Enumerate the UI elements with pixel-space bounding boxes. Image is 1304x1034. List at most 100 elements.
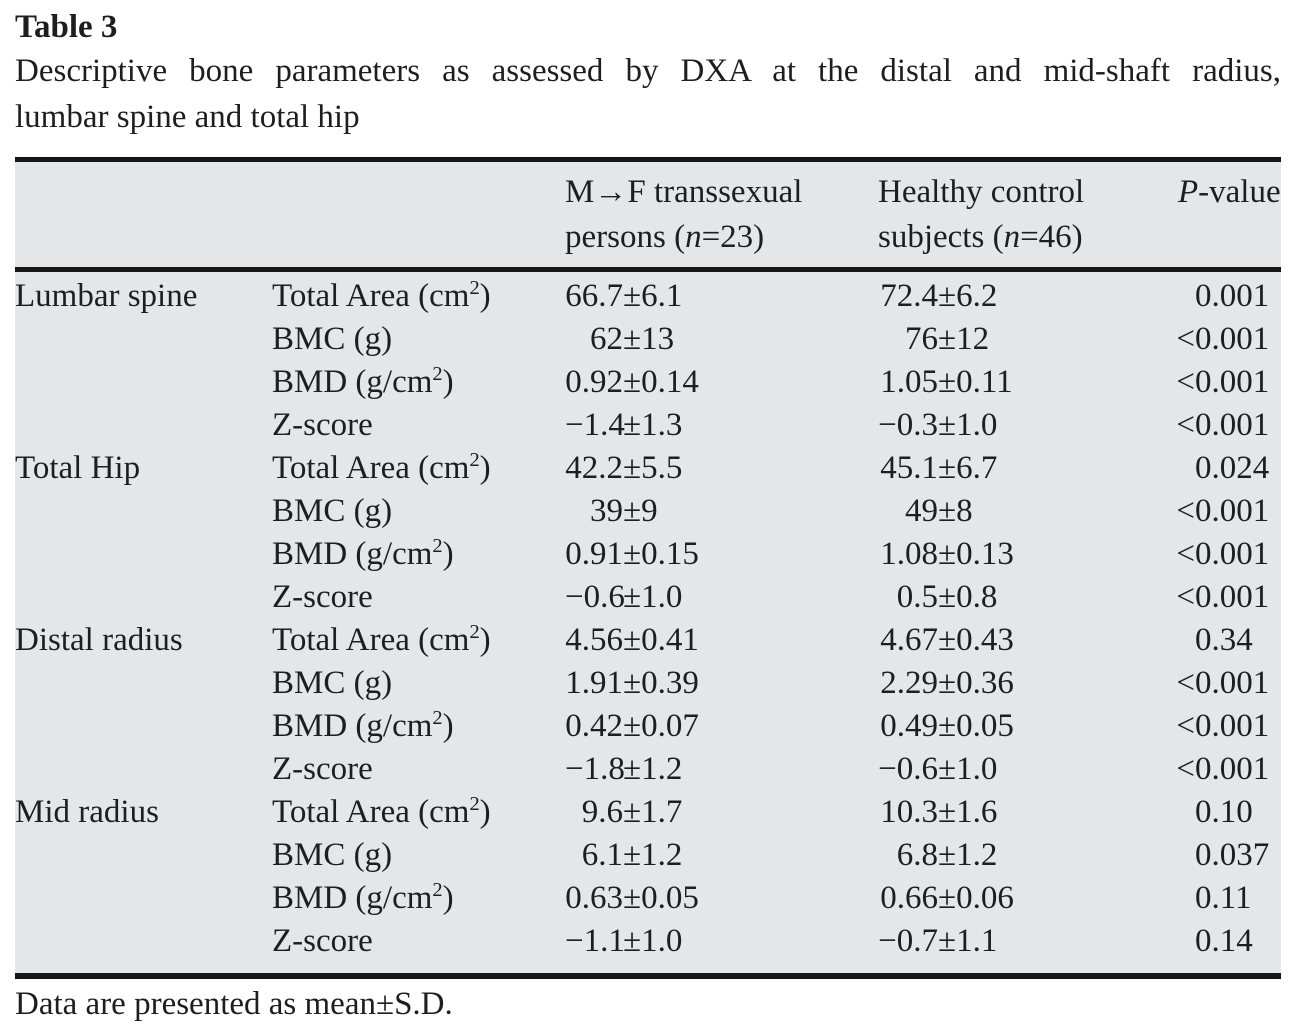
row-region-label xyxy=(15,662,272,705)
header-mtf-line1: M→F transsexual xyxy=(565,174,803,210)
mtf-value-cell: −1.1±1.0 xyxy=(565,923,683,959)
control-value-cell: 1.05±0.11 xyxy=(880,364,1013,400)
less-than-sign: < xyxy=(1176,321,1195,357)
row-parameter-label: Z-score xyxy=(272,407,373,443)
plus-minus-sign: ± xyxy=(623,321,642,357)
row-region-label xyxy=(15,404,272,447)
row-parameter-label: BMC (g) xyxy=(272,665,393,701)
plus-minus-sign: ± xyxy=(938,364,957,400)
control-value-cell: 6.8±1.2 xyxy=(896,837,998,873)
mtf-value-cell: 9.6±1.7 xyxy=(581,794,683,830)
row-parameter-label: BMD (g/cm2) xyxy=(272,363,454,400)
pvalue-cell: <0.001 xyxy=(1170,404,1281,447)
mtf-value-cell: 66.7±6.1 xyxy=(565,278,683,314)
table-header: M→F transsexual persons (n=23) Healthy c… xyxy=(15,162,1281,267)
superscript-2: 2 xyxy=(432,707,443,729)
plus-minus-sign: ± xyxy=(623,407,642,443)
pvalue-cell: 0.14 xyxy=(1195,923,1253,959)
plus-minus-sign: ± xyxy=(938,622,957,658)
table-row: Z-score −1.8±1.2 −0.6±1.0 <0.001 xyxy=(15,748,1281,791)
plus-minus-sign: ± xyxy=(623,880,642,916)
mtf-value-cell: 0.91±0.15 xyxy=(565,536,699,572)
pvalue-cell: 0.11 xyxy=(1195,880,1252,916)
mtf-value-cell: 42.2±5.5 xyxy=(565,450,683,486)
mtf-value-cell: 0.42±0.07 xyxy=(565,708,699,744)
superscript-2: 2 xyxy=(469,621,480,643)
table-row: Z-score −1.1±1.0 −0.7±1.1 0.14 xyxy=(15,920,1281,963)
pvalue-cell: <0.001 xyxy=(1170,705,1281,748)
table-body: Lumbar spine Total Area (cm2) 66.7±6.1 7… xyxy=(15,272,1281,973)
less-than-sign: < xyxy=(1176,364,1195,400)
row-region-label xyxy=(15,748,272,791)
plus-minus-sign: ± xyxy=(623,923,642,959)
mtf-value-cell: 0.92±0.14 xyxy=(565,364,699,400)
row-region-label: Distal radius xyxy=(15,622,183,658)
superscript-2: 2 xyxy=(469,449,480,471)
mtf-value-cell: −1.8±1.2 xyxy=(565,751,683,787)
pvalue-cell: <0.001 xyxy=(1170,576,1281,619)
plus-minus-sign: ± xyxy=(623,536,642,572)
header-col-region xyxy=(15,170,272,260)
table-bottom-rule xyxy=(15,973,1281,979)
less-than-sign: < xyxy=(1176,407,1195,443)
plus-minus-sign: ± xyxy=(938,751,957,787)
n-symbol: n xyxy=(1003,219,1021,255)
mtf-value-cell: 4.56±0.41 xyxy=(565,622,699,658)
table-caption-line1: Descriptive bone parameters as assessed … xyxy=(15,53,1281,89)
table-footnote: Data are presented as mean±S.D. xyxy=(15,986,453,1022)
row-region-label xyxy=(15,490,272,533)
row-parameter-label: BMD (g/cm2) xyxy=(272,535,454,572)
mtf-value-cell: 1.91±0.39 xyxy=(565,665,699,701)
plus-minus-sign: ± xyxy=(938,923,957,959)
table-header-rule xyxy=(15,267,1281,272)
row-parameter-label: BMC (g) xyxy=(272,321,393,357)
plus-minus-sign: ± xyxy=(938,493,957,529)
row-region-label xyxy=(15,834,272,877)
less-than-sign: < xyxy=(1176,536,1195,572)
row-region-label: Total Hip xyxy=(15,450,141,486)
plus-minus-sign: ± xyxy=(623,837,642,873)
mtf-value-cell: 39±9 xyxy=(590,493,658,529)
control-value-cell: 10.3±1.6 xyxy=(880,794,998,830)
table-caption-line2: lumbar spine and total hip xyxy=(15,99,360,135)
data-table: M→F transsexual persons (n=23) Healthy c… xyxy=(15,157,1281,979)
row-parameter-label: BMC (g) xyxy=(272,493,393,529)
row-parameter-label: BMD (g/cm2) xyxy=(272,879,454,916)
plus-minus-sign: ± xyxy=(623,493,642,529)
table-top-rule xyxy=(15,157,1281,162)
row-parameter-label: BMC (g) xyxy=(272,837,393,873)
table-row: BMC (g) 62±13 76±12 <0.001 xyxy=(15,318,1281,361)
superscript-2: 2 xyxy=(432,535,443,557)
control-value-cell: 4.67±0.43 xyxy=(880,622,1014,658)
less-than-sign: < xyxy=(1176,708,1195,744)
plus-minus-sign: ± xyxy=(938,708,957,744)
table-row: Z-score −1.4±1.3 −0.3±1.0 <0.001 xyxy=(15,404,1281,447)
plus-minus-sign: ± xyxy=(938,278,957,314)
plus-minus-sign: ± xyxy=(623,665,642,701)
control-value-cell: 72.4±6.2 xyxy=(880,278,998,314)
table-row: BMD (g/cm2) 0.92±0.14 1.05±0.11 <0.001 xyxy=(15,361,1281,404)
plus-minus-sign: ± xyxy=(938,837,957,873)
table-row: BMC (g) 39±9 49±8 <0.001 xyxy=(15,490,1281,533)
plus-minus-sign: ± xyxy=(623,708,642,744)
superscript-2: 2 xyxy=(469,277,480,299)
plus-minus-sign: ± xyxy=(938,321,957,357)
pvalue-cell: 0.10 xyxy=(1195,794,1253,830)
table-row: Lumbar spine Total Area (cm2) 66.7±6.1 7… xyxy=(15,275,1281,318)
less-than-sign: < xyxy=(1176,579,1195,615)
table-row: Z-score −0.6±1.0 0.5±0.8 <0.001 xyxy=(15,576,1281,619)
row-parameter-label: Z-score xyxy=(272,923,373,959)
plus-minus-sign: ± xyxy=(623,579,642,615)
mtf-value-cell: 6.1±1.2 xyxy=(581,837,683,873)
mtf-value-cell: −0.6±1.0 xyxy=(565,579,683,615)
table-row: BMD (g/cm2) 0.91±0.15 1.08±0.13 <0.001 xyxy=(15,533,1281,576)
table-title: Table 3 xyxy=(15,9,118,45)
plus-minus-sign: ± xyxy=(938,794,957,830)
row-region-label xyxy=(15,533,272,576)
less-than-sign: < xyxy=(1176,493,1195,529)
row-region-label: Lumbar spine xyxy=(15,278,198,314)
row-parameter-label: Total Area (cm2) xyxy=(272,621,491,658)
table-row: Total Hip Total Area (cm2) 42.2±5.5 45.1… xyxy=(15,447,1281,490)
control-value-cell: −0.3±1.0 xyxy=(878,407,998,443)
superscript-2: 2 xyxy=(432,363,443,385)
